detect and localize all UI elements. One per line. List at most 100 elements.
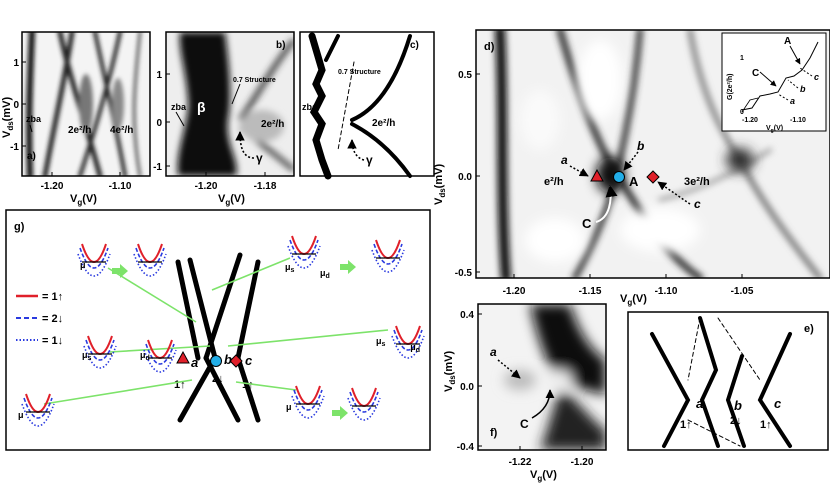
panel-a-greyscale-lines: [26, 32, 142, 176]
mu-d-label-3: μd: [410, 342, 420, 354]
panel-b-greyscale-fill: [177, 32, 294, 176]
panel-d-greyscale-map: [495, 30, 823, 278]
panel-g-spin-c: 1↑: [242, 379, 254, 391]
band-1-down-curve: [21, 403, 55, 427]
panel-f-xtick-2: -1.20: [571, 457, 594, 468]
panel-g-frame: [5, 209, 431, 451]
panel-d-ann-c: c: [694, 197, 701, 211]
band-1-down-curve: [143, 349, 177, 373]
panel-d-inset-curve-2: [741, 97, 759, 113]
band-1-down-curve: [287, 245, 321, 269]
panel-d-label: d): [484, 41, 495, 53]
panel-c: c) 0.7 Structure zba 2e²/h γ: [299, 31, 435, 180]
band-diagram-9: [291, 385, 325, 419]
panel-b-07-pointer: [231, 83, 241, 105]
panel-d-inset-ytick-1: 1: [740, 55, 744, 62]
panel-e: e) a b c 1↑ 2↓ 1↑: [627, 311, 829, 451]
band-1-down-curve: [133, 253, 167, 277]
panel-a: Vds(mV) 1 0 -1 -1.20 -1.10 Vg(V) a) zba …: [1, 31, 151, 207]
panel-d-marker-c-diamond: [646, 170, 660, 184]
band-2-down-curve: [145, 343, 175, 365]
panel-c-gamma-label: γ: [366, 153, 373, 167]
panel-d-ann-A: A: [629, 174, 639, 189]
band-diagram-8: [391, 325, 425, 359]
green-arrow-1: [112, 264, 128, 278]
band-diagram-6: [287, 235, 321, 269]
panel-b: 1 0 -1 -1.20 -1.18 Vg(V) b) zba β 0.7 St…: [153, 31, 295, 207]
mu-s-label-2: μs: [285, 262, 295, 274]
panel-d-ann-C: C: [582, 216, 592, 231]
panel-g-ann-b: b: [224, 352, 232, 367]
panel-d-inset-ann-A: A: [784, 36, 791, 47]
panel-a-xtick-2: -1.10: [109, 181, 132, 192]
panel-b-beta-label: β: [197, 99, 206, 115]
band-diagram-10: [347, 387, 381, 421]
panel-b-ytick-3: -1: [153, 162, 162, 173]
panel-f-ann-a: a: [490, 345, 497, 359]
panel-g-marker-b: [210, 355, 222, 367]
legend-label-1-down: = 1↓: [42, 335, 63, 347]
panel-d-inset-xlabel: Vg(V): [766, 125, 783, 134]
panel-a-xtick-1: -1.20: [41, 181, 64, 192]
band-2-down-curve: [373, 243, 403, 265]
mu-d-label-1: μd: [140, 350, 150, 362]
panel-g-marker-a: [176, 350, 190, 364]
panel-a-4e-label: 4e²/h: [110, 125, 133, 136]
panel-b-xlabel: Vg(V): [218, 193, 245, 207]
band-diagram-7: [371, 239, 405, 273]
panel-d-inset-ann-a: a: [790, 96, 795, 106]
panel-g-mu-labels: μ μ μ μs μd μs μd μs μd: [18, 260, 420, 420]
panel-b-xtick-1: -1.20: [195, 181, 218, 192]
panel-e-schematic-lines: [650, 316, 792, 448]
band-diagram-5: [21, 393, 55, 427]
mu-d-label-2: μd: [320, 268, 330, 280]
panel-g-spin-b: 2↓: [212, 373, 224, 385]
panel-g-ann-c: c: [245, 353, 253, 368]
panel-d-xtick-3: -1.10: [655, 286, 678, 297]
mu-s-label-3: μs: [376, 336, 386, 348]
panel-c-2e-label: 2e²/h: [372, 118, 395, 129]
band-2-down-curve: [289, 239, 319, 261]
panel-d-inset-xtick-1: -1.20: [742, 117, 758, 124]
panel-d-ytick-3: -0.5: [455, 268, 473, 279]
panel-d-inset-curve: [741, 41, 819, 111]
band-1-down-curve: [347, 397, 381, 421]
panel-d: Vds(mV) 0.5 0.0 -0.5 -1.20 -1.15 -1.10 -…: [433, 29, 830, 307]
panel-g: g) = 1↑ = 2↓ = 1↓ a b c 1↑ 2↓ 1↑: [5, 209, 431, 451]
panel-d-marker-a-triangle: [590, 168, 604, 182]
panel-g-ann-a: a: [191, 355, 198, 370]
panel-a-ytick-1: 1: [13, 58, 19, 69]
legend-label-1-up: = 1↑: [42, 291, 63, 303]
band-diagram-1: [77, 243, 111, 277]
panel-c-zba-label: zba: [302, 102, 318, 112]
panel-e-ann-a: a: [696, 396, 703, 411]
panel-d-inset-ann-c: c: [814, 72, 819, 82]
panel-f-arrow-C: [531, 389, 555, 419]
panel-b-xtick-2: -1.18: [254, 181, 277, 192]
band-diagram-4: [143, 339, 177, 373]
panel-d-arrow-a: [569, 165, 589, 177]
mu-label-1: μ: [80, 260, 86, 270]
panel-a-label: a): [27, 151, 36, 162]
panel-c-gamma-arrow: [347, 139, 365, 161]
panel-g-spin-a: 1↑: [174, 379, 186, 391]
band-2-down-curve: [349, 391, 379, 413]
band-1-down-curve: [371, 249, 405, 273]
band-1-down-curve: [291, 395, 325, 419]
panel-e-frame: [627, 311, 829, 451]
band-2-down-curve: [135, 247, 165, 269]
mu-label-2: μ: [18, 410, 24, 420]
panel-b-ytick-2: 0: [156, 118, 162, 129]
panel-d-ann-3e2h: 3e²/h: [684, 176, 710, 188]
panel-d-ann-a: a: [561, 153, 568, 167]
panel-c-schematic-lines: [308, 32, 412, 180]
band-diagram-3: [83, 335, 117, 369]
band-2-down-curve: [23, 397, 53, 419]
panel-f-ylabel: Vds(mV): [443, 351, 457, 392]
panel-e-ann-c: c: [774, 396, 782, 411]
panel-f-label: f): [490, 427, 498, 439]
panel-g-legend: = 1↑ = 2↓ = 1↓: [16, 291, 63, 347]
panel-d-inset-frame: [721, 32, 827, 132]
panel-d-ytick-2: 0.0: [458, 172, 472, 183]
panel-d-xlabel: Vg(V): [620, 293, 647, 307]
